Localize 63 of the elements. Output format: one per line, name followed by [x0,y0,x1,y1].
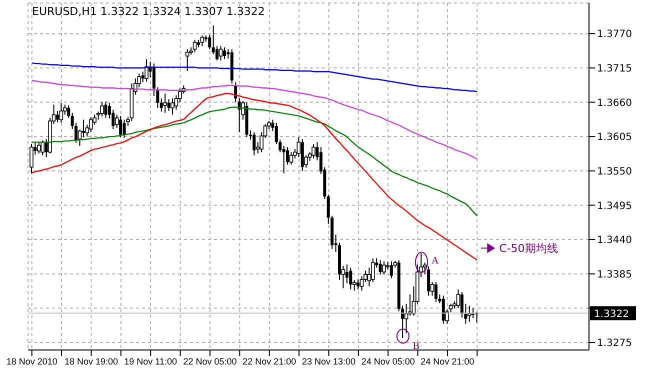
candlestick [82,119,85,138]
candlestick [442,295,445,324]
candlestick [88,116,93,133]
x-tick-label: 18 Nov 2010 [6,356,58,366]
candlestick [345,264,348,284]
candlestick [163,92,167,114]
candlestick [37,142,41,154]
line-series [31,80,478,160]
y-tick-label: 1.3440 [597,235,632,246]
annotation: B [412,341,420,352]
candlestick [170,98,174,116]
candlestick [427,266,430,296]
text: C-50期均线 [499,242,558,256]
candlestick [100,102,104,118]
line-series [31,62,478,92]
candlestick [104,101,108,118]
y-tick-label: 1.3385 [597,269,632,280]
candlestick [30,144,34,174]
candlestick [434,281,438,302]
candlestick [378,260,382,275]
y-tick-label: 1.3715 [597,63,632,74]
candlestick [472,308,475,319]
candlestick [356,278,360,290]
candlestick [252,132,256,156]
y-tick-label: 1.3770 [597,29,632,40]
candlestick [234,82,238,103]
candlestick [160,98,163,112]
candlestick [312,144,316,159]
x-tick-label: 23 Nov 13:00 [302,356,356,366]
x-tick-label: 24 Nov 21:00 [420,356,474,366]
ref-line-label: 1.3322 [594,309,629,320]
annotation: A [431,255,440,266]
candlestick [208,34,212,50]
x-tick-label: 22 Nov 21:00 [242,356,296,366]
candlestick [349,267,352,290]
y-tick-label: 1.3495 [597,200,632,212]
y-tick-label: 1.3275 [597,338,632,350]
candlestick [382,260,386,275]
candlestick [370,258,375,282]
candlestick [59,102,64,124]
candlestick [185,48,190,72]
candlestick [390,260,393,279]
candlestick [282,145,286,174]
candlestick [119,115,122,138]
x-tick-label: 22 Nov 05:00 [183,356,237,366]
candlestick [167,98,170,112]
chart-title: EURUSD,H1 1.3322 1.3324 1.3307 1.3322 [32,5,265,18]
candlestick [144,58,148,82]
candlestick [467,305,472,322]
candlestick [200,34,204,47]
candlestick [122,119,126,138]
x-tick-label: 19 Nov 11:00 [124,356,178,366]
y-tick-label: 1.3550 [597,166,632,178]
candlestick [192,39,197,53]
x-tick-label: 18 Nov 19:00 [64,356,118,366]
candlestick [40,140,45,156]
x-tick-label: 24 Nov 05:00 [361,356,415,366]
y-tick-label: 1.3605 [597,132,632,144]
candlestick [222,46,226,60]
candlestick [67,104,70,118]
candlestick [218,46,223,61]
y-tick-label: 1.3660 [597,98,632,109]
candlestick [56,110,59,123]
